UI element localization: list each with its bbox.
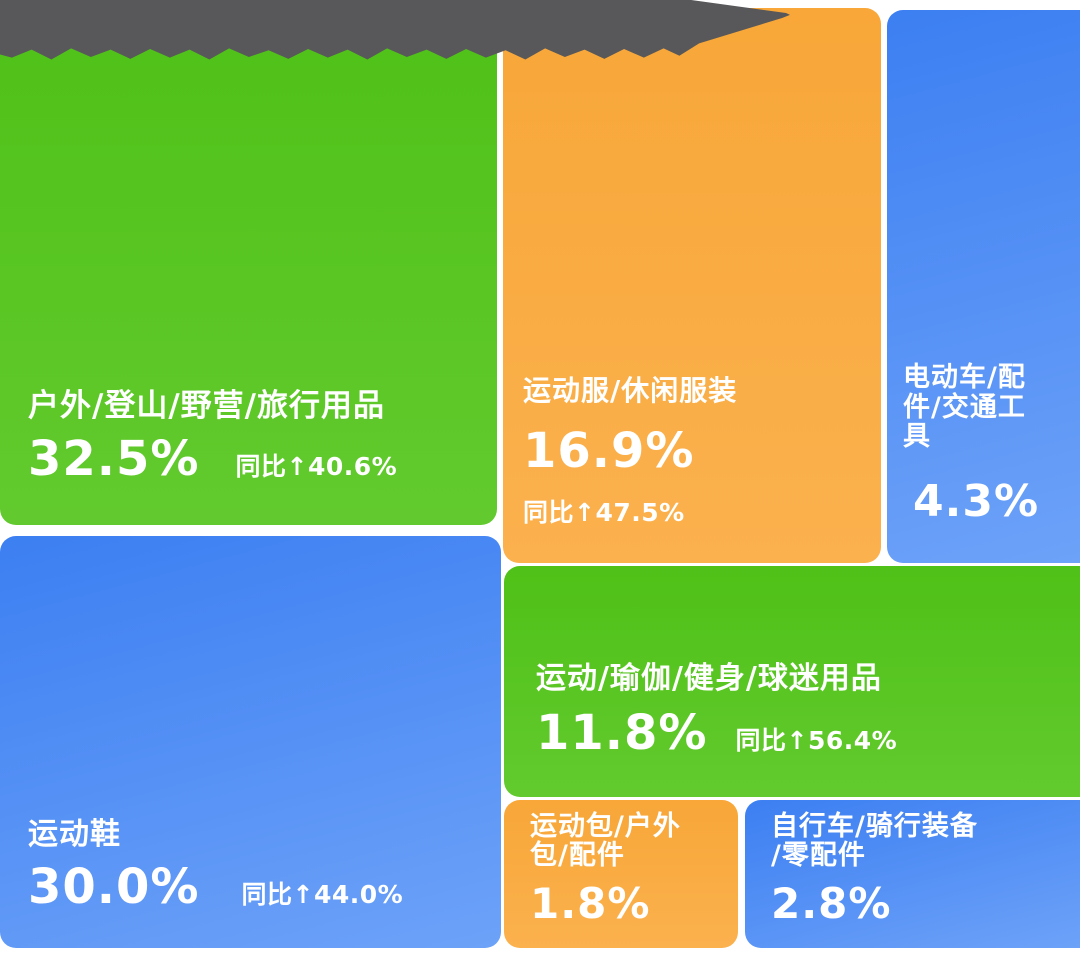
tile-share-value: 30.0% [28, 859, 200, 915]
tile-share-value: 1.8% [530, 879, 651, 928]
treemap-tile-sportswear[interactable]: 运动服/休闲服装 16.9% 同比↑47.5% [503, 8, 881, 563]
tile-share-value: 11.8% [536, 705, 708, 761]
tile-yoy-value: 同比↑56.4% [735, 726, 898, 755]
tile-content: 电动车/配件/交通工具 4.3% [903, 363, 1070, 527]
treemap-tile-sport-bags[interactable]: 运动包/户外包/配件 1.8% [504, 800, 738, 948]
tile-value-row: 11.8% 同比↑56.4% [536, 705, 1064, 761]
tile-yoy-value: 同比↑44.0% [241, 880, 404, 909]
tile-share-value: 4.3% [913, 476, 1040, 527]
treemap-tile-outdoor-camping[interactable]: 户外/登山/野营/旅行用品 32.5% 同比↑40.6% [0, 0, 497, 525]
tile-category-label: 自行车/骑行装备/零配件 [771, 810, 978, 872]
tile-share-value: 32.5% [28, 431, 200, 487]
tile-share-value: 2.8% [771, 879, 892, 928]
treemap-tile-yoga-fitness[interactable]: 运动/瑜伽/健身/球迷用品 11.8% 同比↑56.4% [504, 566, 1080, 797]
tile-content: 户外/登山/野营/旅行用品 32.5% 同比↑40.6% [28, 389, 481, 487]
tile-category-label: 电动车/配件/交通工具 [903, 361, 1026, 453]
tile-yoy-value: 同比↑47.5% [523, 498, 685, 527]
tile-yoy-value: 同比↑40.6% [235, 452, 398, 481]
tile-content: 运动/瑜伽/健身/球迷用品 11.8% 同比↑56.4% [536, 662, 1064, 761]
treemap-tile-ebike-transport[interactable]: 电动车/配件/交通工具 4.3% [887, 10, 1080, 563]
tile-category-label: 运动服/休闲服装 [523, 374, 738, 408]
tile-value-row: 30.0% 同比↑44.0% [28, 859, 485, 915]
cropped-title-band [0, 0, 790, 60]
tile-category-label: 户外/登山/野营/旅行用品 [28, 387, 385, 424]
tile-category-label: 运动/瑜伽/健身/球迷用品 [536, 661, 882, 696]
tile-content: 自行车/骑行装备/零配件 2.8% [771, 810, 1070, 928]
tile-content: 运动包/户外包/配件 1.8% [530, 810, 728, 928]
tile-category-label: 运动鞋 [28, 817, 121, 852]
tile-category-label: 运动包/户外包/配件 [530, 810, 681, 872]
tile-value-row: 32.5% 同比↑40.6% [28, 431, 481, 487]
tile-content: 运动服/休闲服装 16.9% 同比↑47.5% [523, 374, 867, 529]
tile-content: 运动鞋 30.0% 同比↑44.0% [28, 818, 485, 915]
treemap-tile-bicycle-gear[interactable]: 自行车/骑行装备/零配件 2.8% [745, 800, 1080, 948]
treemap-tile-sport-shoes[interactable]: 运动鞋 30.0% 同比↑44.0% [0, 536, 501, 948]
tile-share-value: 16.9% [523, 423, 695, 479]
